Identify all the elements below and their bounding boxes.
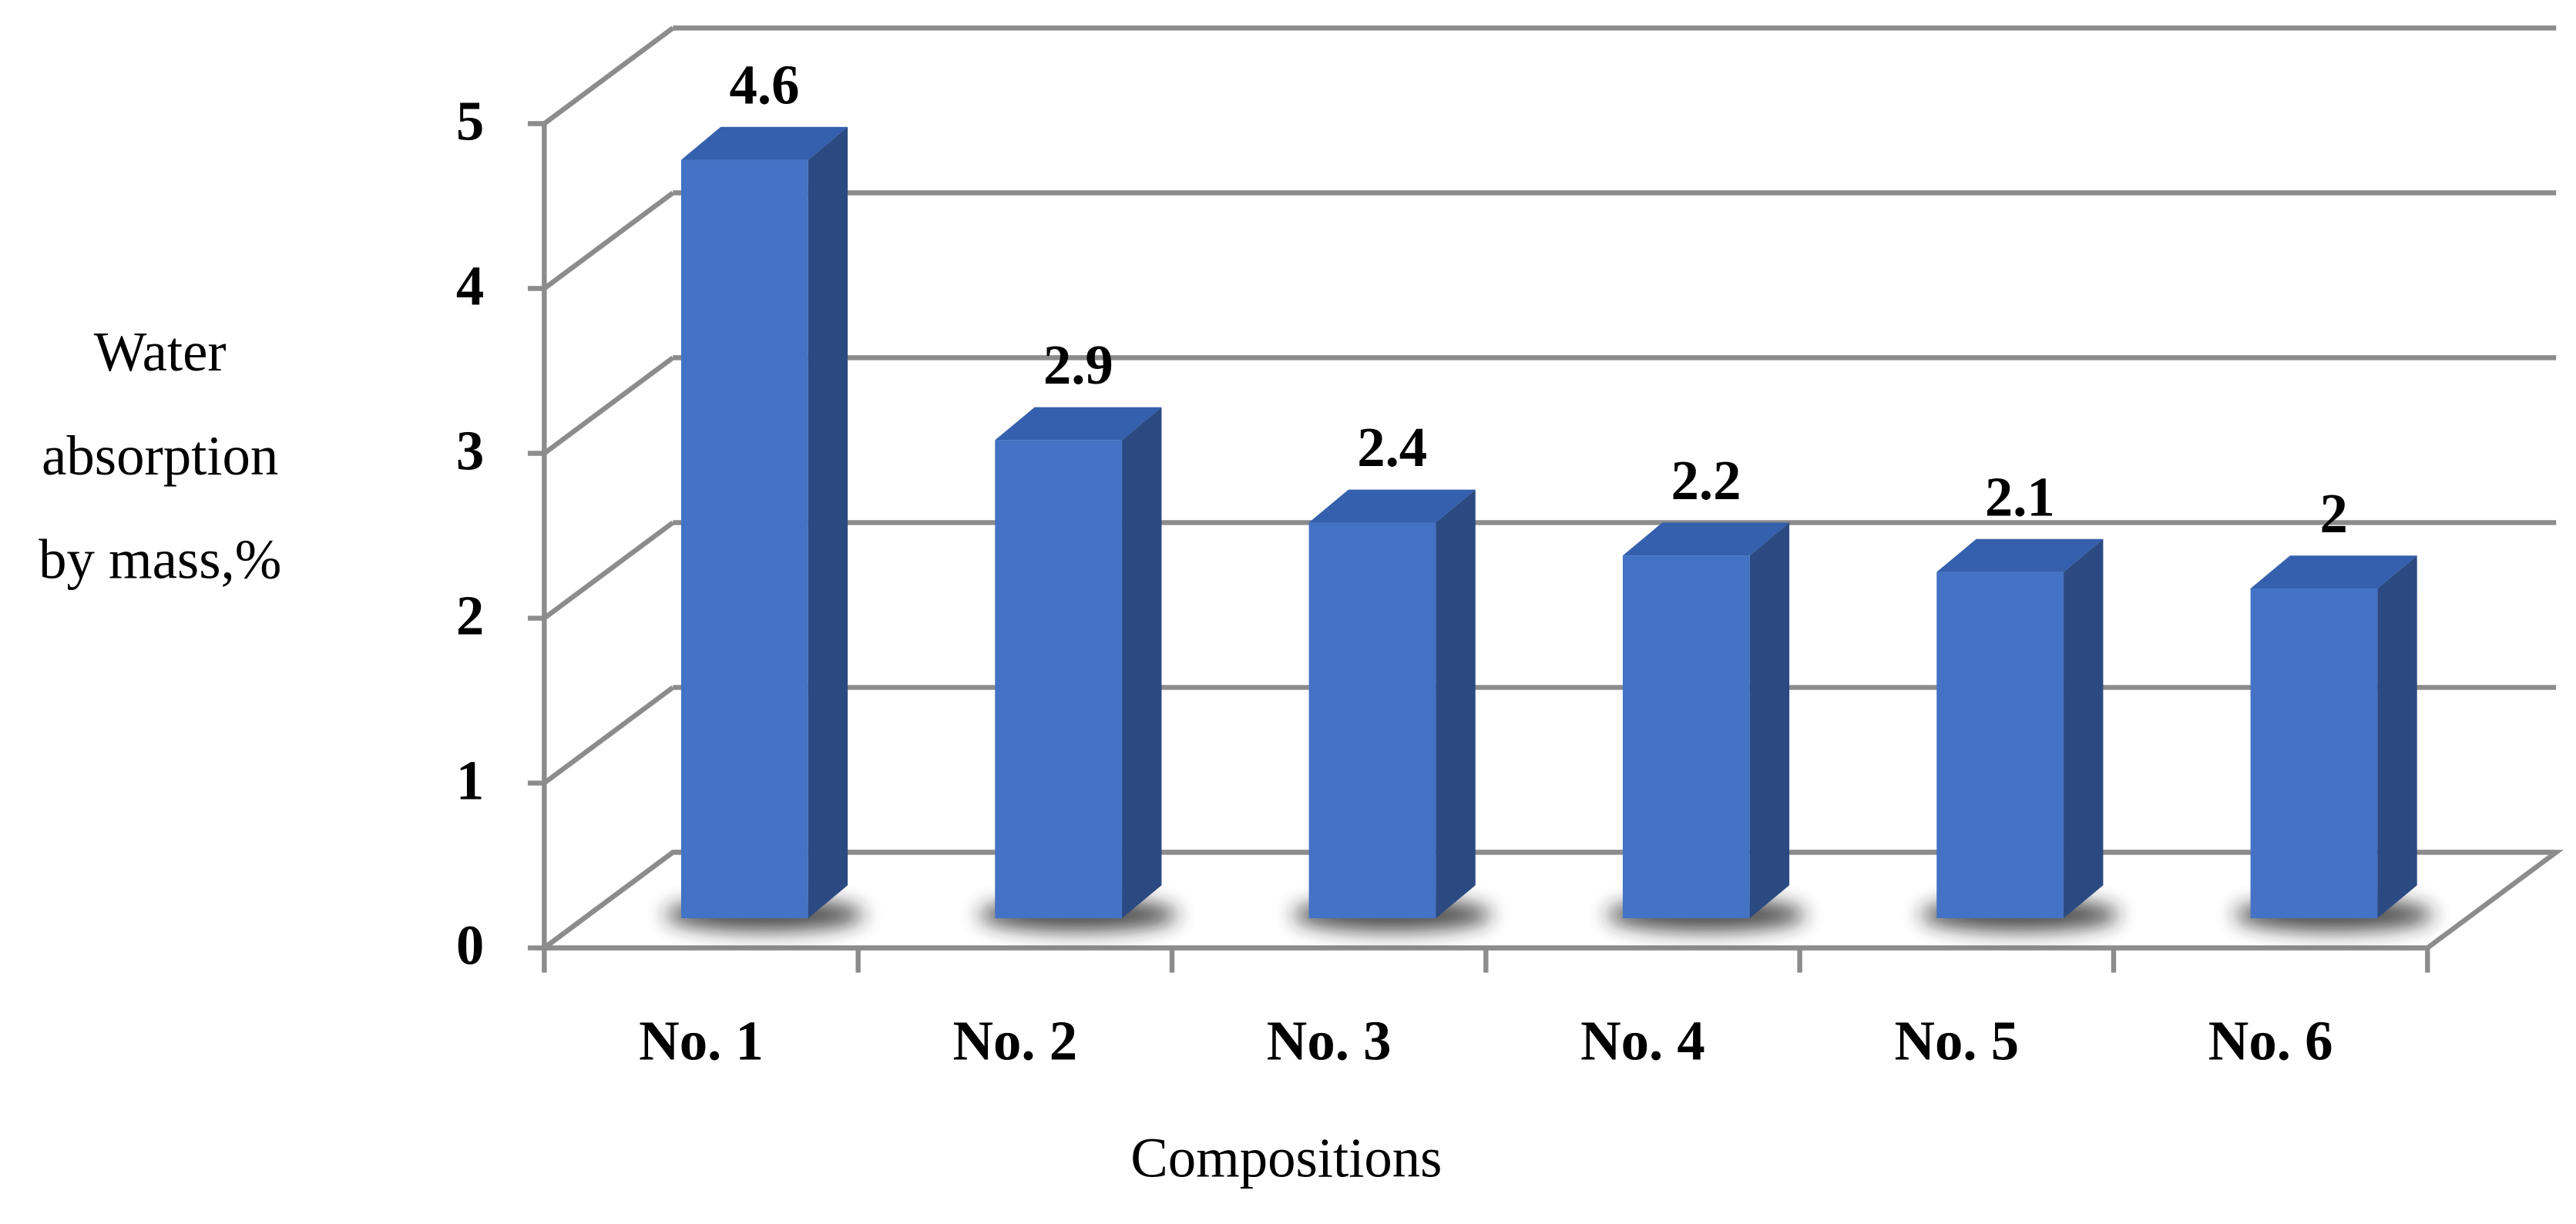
grid-line (542, 25, 675, 126)
bar-top (995, 407, 1162, 441)
bar-side (1436, 489, 1476, 919)
bar-front (1308, 522, 1436, 919)
y-tick-label: 1 (456, 749, 484, 812)
x-tick-label: No. 4 (1580, 1010, 1705, 1072)
value-label: 2 (2319, 482, 2347, 545)
y-axis-title: Water (94, 320, 227, 383)
bar-top (1936, 538, 2104, 572)
grid-line (542, 850, 675, 951)
bar-top (680, 126, 848, 160)
bar (664, 126, 865, 932)
x-axis-title: Compositions (1130, 1127, 1442, 1189)
bar (978, 407, 1178, 932)
grid-line (542, 190, 675, 291)
bar-side (808, 126, 848, 919)
grid-line (542, 520, 675, 621)
value-label: 2.2 (1671, 449, 1741, 511)
bar-side (1749, 522, 1790, 919)
bar (1606, 522, 1806, 932)
bar-front (1622, 555, 1750, 919)
value-label: 2.4 (1357, 416, 1427, 478)
y-axis-title: absorption (42, 424, 278, 487)
x-tick-label: No. 5 (1894, 1010, 2019, 1072)
value-label: 2.9 (1043, 334, 1113, 396)
bar-side (2064, 538, 2104, 919)
bar-top (2250, 555, 2417, 589)
bar-front (1936, 572, 2064, 919)
bar-front (995, 440, 1123, 919)
bar-side (2377, 555, 2417, 919)
y-tick-label: 0 (456, 914, 484, 977)
x-tick-label: No. 6 (2208, 1010, 2333, 1072)
bar-top (1622, 522, 1790, 556)
bar-side (1122, 407, 1162, 919)
x-tick-label: No. 1 (639, 1010, 764, 1072)
y-tick-label: 4 (456, 254, 484, 317)
y-tick-label: 5 (456, 89, 484, 152)
bar (1919, 538, 2120, 932)
bar (1292, 489, 1493, 932)
x-tick-label: No. 2 (952, 1010, 1077, 1072)
bar (2234, 555, 2434, 932)
bar-front (680, 159, 808, 919)
value-label: 2.1 (1985, 465, 2055, 528)
x-tick-label: No. 3 (1267, 1010, 1392, 1072)
y-tick-label: 2 (456, 585, 484, 647)
grid-line (542, 355, 675, 456)
grid-line (542, 685, 675, 786)
value-label: 4.6 (730, 53, 800, 116)
bar-front (2250, 589, 2378, 919)
y-tick-label: 3 (456, 420, 484, 482)
y-axis-title: by mass,% (39, 528, 281, 591)
bar-top (1308, 489, 1476, 523)
